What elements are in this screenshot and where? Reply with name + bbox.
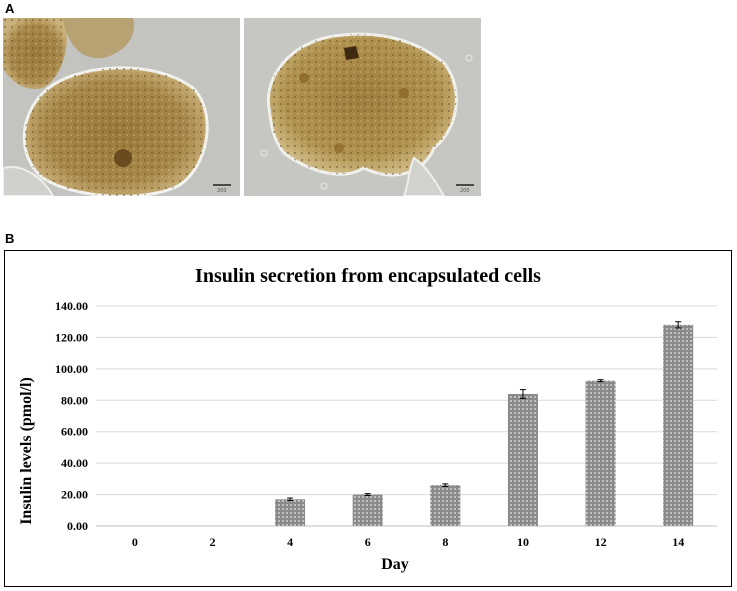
- y-tick-label: 80.00: [61, 393, 88, 407]
- bar-day-6: [352, 494, 383, 526]
- bar-day-4: [275, 499, 306, 526]
- bar-day-14: [663, 324, 694, 526]
- bar-day-10: [507, 394, 538, 526]
- y-tick-label: 120.00: [55, 330, 88, 344]
- encapsulated-cell-micrograph-left: 200: [3, 18, 240, 196]
- y-tick-label: 100.00: [55, 362, 88, 376]
- y-tick-label: 20.00: [61, 488, 88, 502]
- bar-day-8: [430, 485, 461, 526]
- x-tick-label: 0: [132, 535, 138, 549]
- panel-b-label: B: [5, 231, 15, 246]
- x-tick-label: 14: [672, 535, 684, 549]
- scale-bar-label: 200: [217, 188, 227, 194]
- y-tick-label: 60.00: [61, 425, 88, 439]
- chart-plot-area: 0.00 20.00 40.00 60.00 80.00 100.00 120.00 140.…: [55, 299, 717, 549]
- x-tick-label: 10: [517, 535, 529, 549]
- chart-title: Insulin secretion from encapsulated cell…: [195, 265, 541, 287]
- x-tick-label: 8: [442, 535, 448, 549]
- scale-bar-label: 200: [460, 188, 470, 194]
- x-tick-label: 12: [595, 535, 607, 549]
- x-tick-label: 6: [365, 535, 371, 549]
- x-axis-label: Day: [381, 556, 409, 573]
- encapsulated-cell-micrograph-right: 200: [244, 18, 481, 196]
- y-tick-label: 140.00: [55, 299, 88, 313]
- insulin-bar-chart: Insulin secretion from encapsulated cell…: [4, 250, 732, 587]
- x-tick-label: 2: [209, 535, 215, 549]
- y-tick-label: 40.00: [61, 456, 88, 470]
- panel-a-label: A: [5, 1, 15, 16]
- bar-day-12: [585, 380, 616, 526]
- x-tick-label: 4: [287, 535, 293, 549]
- y-tick-label: 0.00: [67, 519, 88, 533]
